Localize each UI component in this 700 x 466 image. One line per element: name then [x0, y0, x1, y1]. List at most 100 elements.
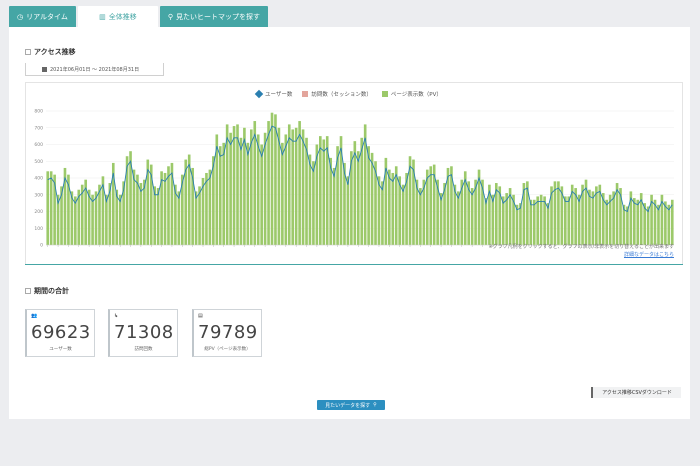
bar — [670, 199, 674, 245]
bar — [263, 132, 267, 245]
detail-data-link[interactable]: 詳細なデータはこちら — [623, 252, 674, 258]
legend-item-users[interactable]: ユーザー数 — [254, 89, 293, 99]
bar — [522, 183, 526, 245]
bar — [125, 156, 129, 245]
bar — [664, 201, 667, 245]
bar — [111, 162, 115, 245]
find-data-button-label: 見たいデータを探す — [325, 402, 371, 409]
bar — [401, 184, 405, 245]
bar — [657, 204, 660, 245]
csv-download-button[interactable]: アクセス推移CSVダウンロード — [591, 387, 681, 398]
bar — [363, 124, 367, 245]
bar — [305, 137, 308, 245]
bar — [274, 114, 277, 245]
bar — [626, 206, 629, 245]
bar — [319, 136, 322, 245]
legend-item-sessions[interactable]: 訪問数（セッション数） — [302, 90, 372, 98]
bar — [453, 184, 457, 245]
bar — [422, 179, 426, 245]
bar — [281, 142, 284, 245]
bar — [91, 194, 94, 245]
bar — [467, 181, 471, 245]
bar — [243, 127, 246, 245]
find-data-button[interactable]: 見たいデータを探す ⚲ — [317, 400, 385, 410]
bar — [633, 198, 636, 245]
bar — [529, 199, 533, 245]
bar — [501, 196, 505, 245]
legend-label-pv: ページ表示数（PV） — [390, 92, 442, 98]
bar — [149, 164, 153, 245]
bar — [284, 134, 288, 245]
bar — [425, 169, 429, 245]
bar — [460, 179, 464, 245]
search-icon: ⚲ — [167, 12, 174, 21]
bar — [136, 174, 139, 245]
total-users-value: 69623 — [31, 322, 91, 343]
bar — [546, 203, 550, 245]
bar — [170, 162, 174, 245]
bar — [336, 146, 339, 245]
bar — [370, 152, 374, 245]
legend-square-icon — [381, 91, 388, 97]
bar — [225, 124, 229, 245]
bar — [526, 181, 529, 245]
y-tick-label: 200 — [34, 209, 43, 215]
chart-legend: ユーザー数 訪問数（セッション数） ページ表示数（PV） — [254, 89, 442, 99]
bar — [532, 199, 536, 245]
bar — [384, 157, 388, 245]
legend-square-icon — [302, 91, 309, 97]
section-divider — [25, 264, 683, 265]
bar — [184, 159, 188, 245]
y-tick-label: 600 — [34, 142, 43, 148]
bar — [595, 186, 598, 245]
bar — [74, 196, 77, 245]
bar — [194, 191, 198, 245]
users-icon: 👥 — [31, 313, 38, 319]
bar — [498, 186, 502, 245]
bar — [577, 194, 581, 245]
tab-find-heatmap[interactable]: ⚲ 見たいヒートマップを探す — [159, 6, 269, 27]
bar — [567, 196, 571, 245]
bar — [491, 194, 495, 245]
bar — [94, 191, 98, 245]
total-users-label: ユーザー数 — [49, 347, 72, 352]
bar — [484, 198, 488, 245]
bar — [325, 136, 329, 245]
total-visits-card: ↳ 71308 訪問回数 — [108, 309, 178, 357]
tab-bar: ◷ リアルタイム ▥ 全体推移 ⚲ 見たいヒートマップを探す — [9, 6, 269, 27]
total-visits-value: 71308 — [114, 322, 174, 343]
bar — [222, 142, 226, 245]
period-selector[interactable]: 2021年06月01日 ～ 2021年08月31日 — [25, 63, 164, 76]
bar — [339, 136, 343, 245]
legend-item-pv[interactable]: ページ表示数（PV） — [381, 90, 442, 98]
tab-overall-trend[interactable]: ▥ 全体推移 — [77, 6, 158, 27]
bar — [56, 194, 60, 245]
tab-realtime[interactable]: ◷ リアルタイム — [9, 6, 76, 27]
bar — [101, 176, 105, 245]
bar — [412, 159, 415, 245]
bar — [488, 184, 491, 245]
section-marker-icon — [25, 49, 31, 55]
access-chart-svg: 0 100 200 300 400 500 600 700 800 — [34, 109, 674, 249]
bar — [249, 129, 253, 245]
legend-label-sessions: 訪問数（セッション数） — [311, 92, 372, 98]
bar — [512, 194, 515, 245]
bar — [463, 171, 467, 245]
y-tick-label: 100 — [34, 226, 43, 232]
bar — [53, 174, 56, 245]
bar — [160, 171, 163, 245]
legend-label-users: ユーザー数 — [265, 92, 293, 98]
bar — [557, 181, 560, 245]
bar — [350, 151, 353, 245]
bar — [191, 167, 194, 245]
tab-find-heatmap-label: 見たいヒートマップを探す — [176, 12, 261, 21]
bar — [508, 188, 512, 245]
total-pv-value: 79789 — [198, 322, 258, 343]
bar — [457, 191, 460, 245]
clock-icon: ◷ — [17, 12, 24, 21]
users-line — [47, 125, 673, 213]
bar — [570, 184, 574, 245]
total-users-card: 👥 69623 ユーザー数 — [25, 309, 95, 357]
bar — [353, 141, 357, 245]
total-visits-label: 訪問回数 — [134, 347, 153, 352]
